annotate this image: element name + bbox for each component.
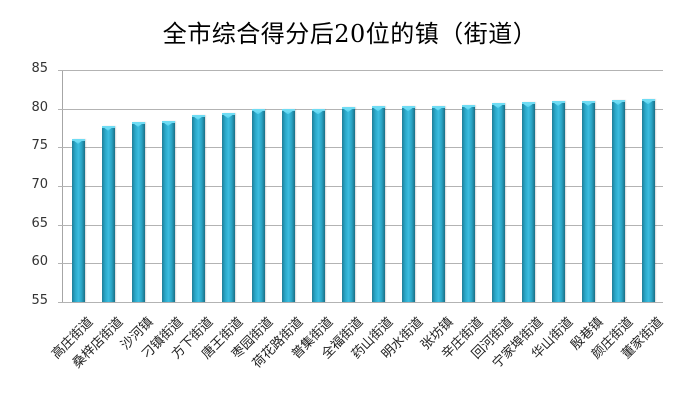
bar bbox=[191, 114, 205, 302]
y-tick-label: 55 bbox=[31, 293, 48, 308]
gridline bbox=[58, 70, 663, 71]
bar bbox=[131, 121, 145, 302]
bar bbox=[341, 107, 355, 302]
bar bbox=[641, 99, 655, 302]
plot-area bbox=[58, 70, 663, 303]
bar bbox=[521, 102, 535, 302]
y-tick-label: 60 bbox=[31, 254, 48, 270]
bar bbox=[491, 103, 505, 302]
bar bbox=[371, 106, 385, 302]
bar bbox=[101, 125, 115, 302]
gridline bbox=[58, 108, 663, 110]
bar bbox=[401, 106, 415, 302]
bar bbox=[581, 100, 595, 302]
bar bbox=[71, 138, 85, 302]
bar bbox=[281, 109, 295, 302]
y-tick-label: 70 bbox=[31, 177, 48, 192]
y-tick-label: 75 bbox=[31, 138, 48, 154]
bar bbox=[311, 109, 325, 302]
bar bbox=[221, 113, 235, 302]
gridline bbox=[58, 147, 663, 149]
gridline bbox=[58, 186, 663, 187]
bar bbox=[161, 121, 175, 302]
gridline bbox=[58, 224, 663, 226]
bar bbox=[551, 100, 565, 302]
bar bbox=[461, 104, 475, 302]
y-tick-label: 80 bbox=[31, 99, 48, 115]
bar bbox=[431, 105, 445, 302]
bar bbox=[611, 100, 625, 302]
chart-title: 全市综合得分后20位的镇（街道） bbox=[162, 20, 538, 48]
y-tick-label: 65 bbox=[31, 215, 48, 231]
gridline bbox=[58, 302, 663, 303]
bar bbox=[251, 109, 265, 302]
y-tick-label: 85 bbox=[31, 61, 48, 76]
gridline bbox=[58, 263, 663, 265]
